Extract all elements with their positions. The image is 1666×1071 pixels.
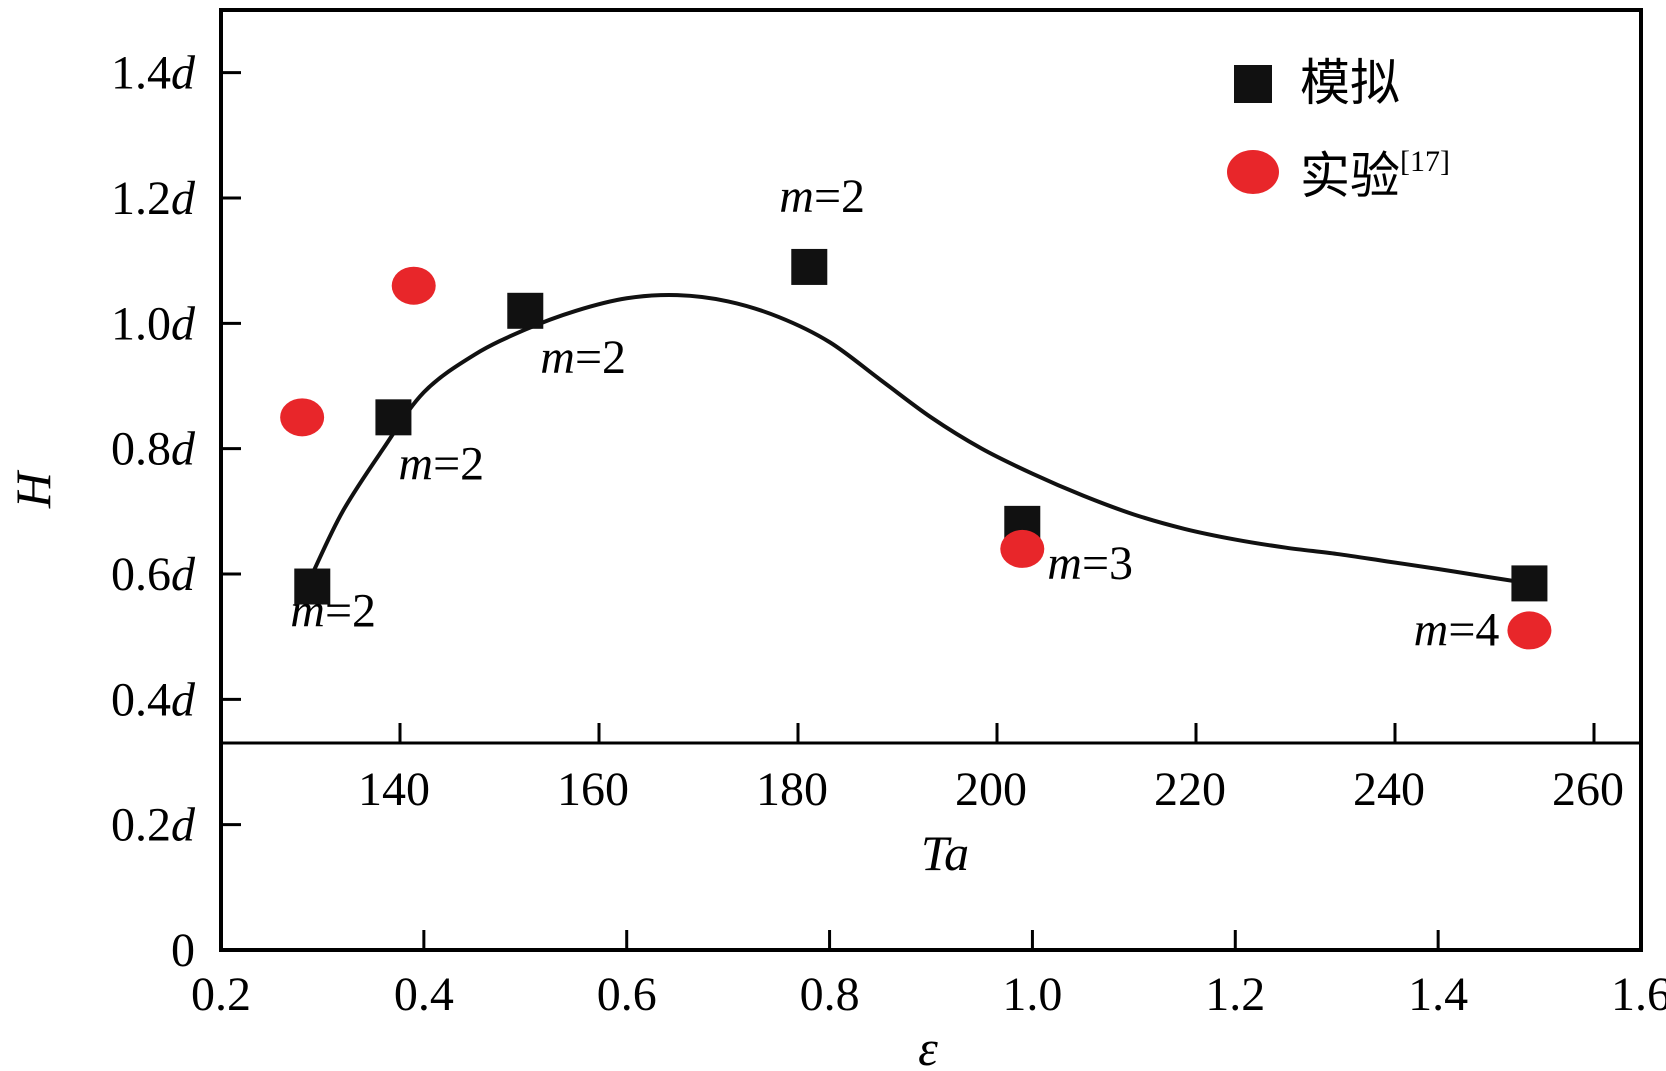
x-axis-primary: 0.2 0.4 0.6 0.8 1.0 1.2 1.4 1.6: [191, 930, 1666, 1021]
y-axis-title: H: [5, 469, 61, 509]
x-primary-tick-label: 1.4: [1408, 968, 1468, 1021]
simulation-point: [375, 399, 412, 436]
y-tick-label: 0.4d: [111, 673, 196, 726]
mode-label: m=3: [1047, 537, 1133, 590]
x-secondary-tick-label: 180: [756, 763, 828, 816]
legend: 模拟 实验[17]: [1227, 55, 1450, 204]
y-tick-label: 1.4d: [111, 47, 196, 100]
y-tick-label: 0.8d: [111, 423, 196, 476]
x-primary-tick-label: 1.0: [1002, 968, 1062, 1021]
simulation-point: [791, 248, 828, 285]
x-secondary-tick-label: 140: [358, 763, 430, 816]
x-primary-tick-label: 1.6: [1611, 968, 1666, 1021]
experiment-point: [391, 266, 436, 305]
fit-curve: [310, 293, 1530, 586]
x-primary-tick-label: 0.4: [394, 968, 454, 1021]
legend-exp-ref: [17]: [1400, 145, 1450, 178]
mode-annotations: m=2 m=2 m=2 m=2 m=3 m=4: [290, 170, 1499, 656]
inset-frame: [219, 8, 1643, 745]
legend-sim-marker-square-icon: [1234, 65, 1272, 103]
y-tick-label: 0.6d: [111, 548, 196, 601]
legend-sim-label: 模拟: [1300, 55, 1400, 111]
x-primary-tick-label: 0.8: [800, 968, 860, 1021]
legend-exp-name: 实验: [1300, 148, 1400, 204]
x-secondary-tick-label: 160: [557, 763, 629, 816]
x-primary-tick-label: 0.2: [191, 968, 251, 1021]
experiment-point: [280, 398, 325, 437]
x-primary-tick-label: 1.2: [1205, 968, 1265, 1021]
x-primary-tick-label: 0.6: [597, 968, 657, 1021]
mode-label: m=2: [398, 437, 484, 490]
x-secondary-tick-label: 220: [1154, 763, 1226, 816]
legend-exp-marker-circle-icon: [1227, 150, 1279, 194]
y-tick-label: 0.2d: [111, 799, 196, 852]
experiment-point: [1000, 529, 1045, 568]
simulation-point: [294, 568, 331, 605]
mode-label: m=4: [1414, 603, 1500, 656]
experiment-point: [1507, 611, 1552, 650]
x-axis-secondary: 140 160 180 200 220 240 260: [358, 723, 1624, 816]
simulation-point: [507, 292, 544, 329]
mode-label: m=2: [290, 585, 376, 638]
x-secondary-tick-label: 240: [1353, 763, 1425, 816]
x-secondary-tick-label: 260: [1552, 763, 1624, 816]
data-markers: [280, 248, 1552, 650]
y-tick-label: 1.2d: [111, 172, 196, 225]
y-axis: 0 0.2d 0.4d 0.6d 0.8d 1.0d 1.2d 1.4d: [111, 47, 241, 977]
mode-label: m=2: [540, 331, 626, 384]
x-primary-axis-title: ε: [918, 1020, 938, 1071]
legend-exp-label: 实验[17]: [1300, 145, 1450, 204]
y-tick-label: 1.0d: [111, 297, 196, 350]
x-secondary-tick-label: 200: [955, 763, 1027, 816]
x-secondary-axis-title: Ta: [921, 825, 969, 881]
y-tick-label: 0: [171, 924, 195, 977]
simulation-point: [1511, 565, 1548, 602]
mode-label: m=2: [779, 170, 865, 223]
